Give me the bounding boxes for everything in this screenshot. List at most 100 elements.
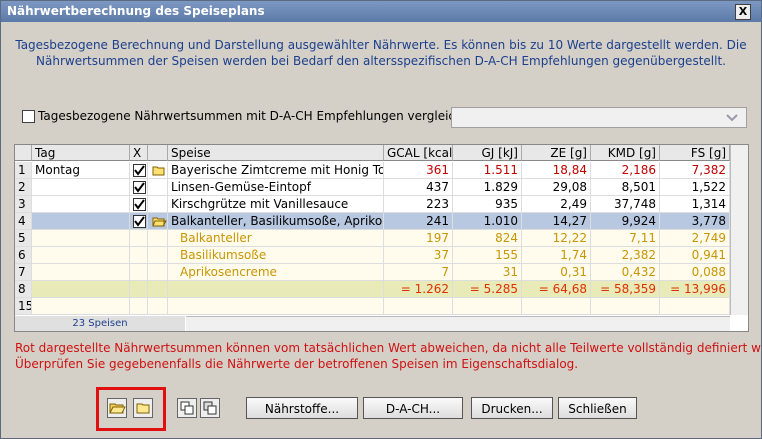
horizontal-scrollbar[interactable] (186, 316, 730, 331)
row-number: 4 (15, 213, 32, 230)
print-button[interactable]: Drucken... (471, 397, 553, 419)
open-folder-button[interactable] (107, 398, 127, 418)
value-cell: 31 (453, 264, 522, 281)
value-cell (384, 298, 453, 315)
nutrient-table: Tag X Speise GCAL [kcal] GJ [kJ] ZE [g] KMD [g… (14, 144, 749, 332)
value-cell: 197 (384, 230, 453, 247)
value-cell: 2,749 (660, 230, 730, 247)
window-title: Nährwertberechnung des Speiseplans (7, 4, 265, 18)
day-cell (32, 247, 130, 264)
copy-button[interactable] (177, 398, 197, 418)
value-cell: 37 (384, 247, 453, 264)
day-cell (32, 179, 130, 196)
dish-cell: Linsen-Gemüse-Eintopf (168, 179, 384, 196)
check-cell[interactable] (130, 179, 148, 196)
icon-cell (148, 281, 168, 298)
value-cell: 1,314 (660, 196, 730, 213)
header-cell: GCAL [kcal] (384, 145, 457, 161)
value-cell: = 1.262 (384, 281, 453, 298)
check-cell[interactable] (130, 298, 148, 315)
vertical-scrollbar (730, 145, 748, 315)
header-cell: FS [g] (660, 145, 730, 161)
day-cell (32, 281, 130, 298)
row-number: 6 (15, 247, 32, 264)
value-cell: = 64,68 (522, 281, 591, 298)
check-cell[interactable] (130, 247, 148, 264)
dish-cell: Balkanteller (168, 230, 384, 247)
compare-label: Tagesbezogene Nährwertsummen mit D-A-CH … (38, 109, 482, 123)
value-cell: 14,27 (522, 213, 591, 230)
intro-text: Tagesbezogene Berechnung und Darstellung… (15, 38, 747, 52)
value-cell: 12,22 (522, 230, 591, 247)
dish-cell (168, 298, 384, 315)
value-cell: 1,74 (522, 247, 591, 264)
checkbox[interactable] (133, 164, 146, 177)
header-cell: KMD [g] (591, 145, 660, 161)
dish-cell: Bayerische Zimtcreme mit Honig Top.. (168, 162, 384, 179)
value-cell: 0,31 (522, 264, 591, 281)
value-cell: 7 (384, 264, 453, 281)
icon-cell (148, 264, 168, 281)
icon-cell (148, 298, 168, 315)
value-cell: 7,11 (591, 230, 660, 247)
highlight-box (96, 387, 166, 431)
value-cell: 37,748 (591, 196, 660, 213)
check-cell[interactable] (130, 281, 148, 298)
close-dialog-button[interactable]: Schließen (558, 397, 637, 419)
value-cell: 8,501 (591, 179, 660, 196)
dach-button[interactable]: D-A-CH... (363, 397, 463, 419)
nutrients-button[interactable]: Nährstoffe... (246, 397, 358, 419)
row-number: 8 (15, 281, 32, 298)
value-cell: 0,432 (591, 264, 660, 281)
value-cell: 0,088 (660, 264, 730, 281)
row-number: 3 (15, 196, 32, 213)
value-cell: 1,522 (660, 179, 730, 196)
header-cell (15, 145, 32, 161)
row-count: 23 Speisen (15, 316, 185, 331)
folder-button[interactable] (133, 398, 153, 418)
dish-cell: Aprikosencreme (168, 264, 384, 281)
checkbox[interactable] (133, 215, 146, 228)
checkbox[interactable] (133, 181, 146, 194)
paste-button[interactable] (200, 398, 220, 418)
check-cell[interactable] (130, 264, 148, 281)
dach-combobox[interactable] (451, 107, 747, 128)
check-cell[interactable] (130, 196, 148, 213)
title-bar: Nährwertberechnung des Speiseplans X (1, 1, 761, 22)
dish-cell: Balkanteller, Basilikumsoße, Apriko.. (168, 213, 384, 230)
icon-cell (148, 162, 168, 179)
value-cell: 241 (384, 213, 453, 230)
value-cell: 9,924 (591, 213, 660, 230)
header-cell: Speise (168, 145, 384, 161)
warning-text: Rot dargestellte Nährwertsummen können v… (15, 341, 762, 355)
value-cell (453, 298, 522, 315)
header-cell: Tag (32, 145, 130, 161)
check-cell[interactable] (130, 213, 148, 230)
icon-cell (148, 179, 168, 196)
combo-arrow (726, 114, 738, 122)
close-button[interactable]: X (735, 4, 751, 20)
value-cell: 155 (453, 247, 522, 264)
value-cell: 223 (384, 196, 453, 213)
value-cell: = 58,359 (591, 281, 660, 298)
checkbox[interactable] (133, 198, 146, 211)
icon-cell (148, 213, 168, 230)
value-cell: = 13,996 (660, 281, 730, 298)
value-cell (660, 298, 730, 315)
header-cell: ZE [g] (522, 145, 591, 161)
value-cell: 1.829 (453, 179, 522, 196)
row-number: 5 (15, 230, 32, 247)
value-cell: 29,08 (522, 179, 591, 196)
day-cell (32, 196, 130, 213)
dish-cell (168, 281, 384, 298)
dish-cell: Basilikumsoße (168, 247, 384, 264)
check-cell[interactable] (130, 230, 148, 247)
check-cell[interactable] (130, 162, 148, 179)
value-cell: 2,382 (591, 247, 660, 264)
value-cell: 18,84 (522, 162, 591, 179)
icon-cell (148, 247, 168, 264)
compare-checkbox[interactable] (22, 110, 35, 123)
warning-text: Überprüfen Sie gegebenenfalls die Nährwe… (15, 357, 579, 371)
